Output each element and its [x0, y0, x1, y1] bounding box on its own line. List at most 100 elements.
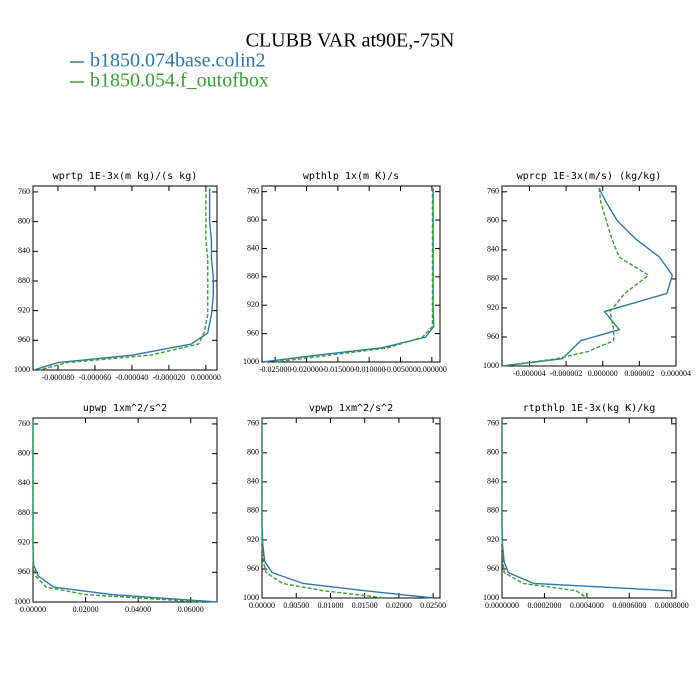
profile-line [501, 188, 650, 367]
y-tick-label: 880 [487, 274, 499, 283]
x-tick-label: 0.0000000 [485, 601, 519, 610]
y-tick-label: 840 [247, 477, 259, 486]
x-tick-label: -0.000002 [550, 369, 583, 378]
x-tick-label: 0.0004000 [570, 601, 604, 610]
y-tick-label: 920 [18, 305, 30, 314]
plot-frame [32, 185, 218, 371]
y-tick-label: 1000 [483, 593, 499, 602]
plot-frame [261, 185, 441, 363]
y-tick-label: 840 [487, 245, 499, 254]
y-tick-label: 880 [247, 506, 259, 515]
x-tick-label: 0.000000 [588, 369, 618, 378]
x-tick-label: -0.015000 [322, 365, 355, 374]
y-tick-label: 1000 [14, 597, 30, 606]
y-tick-label: 840 [247, 243, 259, 252]
panel-title: wprcp 1E-3x(m/s) (kg/kg) [517, 171, 662, 182]
y-tick-label: 880 [487, 506, 499, 515]
y-tick-label: 760 [18, 187, 30, 196]
y-tick-label: 840 [18, 478, 30, 487]
profile-line [261, 420, 434, 599]
y-tick-label: 800 [18, 448, 30, 457]
x-tick-label: 0.000000 [191, 373, 221, 382]
x-tick-label: 0.0006000 [612, 601, 646, 610]
y-tick-label: 760 [18, 419, 30, 428]
y-tick-label: 960 [487, 564, 499, 573]
y-tick-label: 800 [487, 216, 499, 225]
x-tick-label: -0.025000 [259, 365, 292, 374]
panel-title: vpwp 1xm^2/s^2 [309, 403, 393, 414]
x-tick-label: 0.02000 [73, 605, 99, 614]
y-tick-label: 960 [247, 328, 259, 337]
panel-title: rtpthlp 1E-3x(kg K)/kg [523, 403, 655, 414]
y-tick-label: 960 [487, 332, 499, 341]
y-tick-label: 800 [487, 448, 499, 457]
x-tick-label: -0.010000 [353, 365, 386, 374]
profile-line [501, 420, 673, 598]
x-tick-label: 0.04000 [125, 605, 151, 614]
figure-title: CLUBB VAR at90E,-75N [246, 30, 455, 52]
x-tick-label: 0.02500 [420, 601, 446, 610]
profile-line [275, 188, 434, 363]
y-tick-label: 760 [487, 187, 499, 196]
x-tick-label: -0.000020 [153, 373, 186, 382]
legend-label: b1850.074base.colin2 [90, 50, 266, 72]
y-tick-label: 840 [487, 477, 499, 486]
panel-title: upwp 1xm^2/s^2 [83, 403, 167, 414]
x-tick-label: 0.000000 [417, 365, 447, 374]
x-tick-label: -0.000004 [513, 369, 546, 378]
x-tick-label: 0.000004 [661, 369, 691, 378]
y-tick-label: 800 [247, 215, 259, 224]
x-tick-label: -0.000040 [116, 373, 149, 382]
plot-frame [501, 185, 677, 367]
profile-line [39, 188, 209, 371]
y-tick-label: 1000 [243, 357, 259, 366]
y-tick-label: 760 [487, 419, 499, 428]
y-tick-label: 1000 [483, 361, 499, 370]
y-tick-label: 920 [487, 535, 499, 544]
y-tick-label: 760 [247, 187, 259, 196]
y-tick-label: 800 [18, 216, 30, 225]
y-tick-label: 880 [18, 276, 30, 285]
x-tick-label: 0.02000 [386, 601, 412, 610]
y-tick-label: 960 [247, 564, 259, 573]
y-tick-label: 920 [247, 535, 259, 544]
x-tick-label: 0.0008000 [655, 601, 689, 610]
x-tick-label: 0.00000 [249, 601, 275, 610]
x-tick-label: -0.020000 [290, 365, 323, 374]
y-tick-label: 960 [18, 335, 30, 344]
x-tick-label: -0.000060 [79, 373, 112, 382]
plot-frame [32, 417, 218, 603]
x-tick-label: -0.000080 [42, 373, 75, 382]
x-tick-label: -0.005000 [384, 365, 417, 374]
y-tick-label: 760 [247, 419, 259, 428]
x-tick-label: 0.06000 [178, 605, 204, 614]
y-tick-label: 1000 [243, 593, 259, 602]
profile-line [262, 188, 435, 363]
y-tick-label: 920 [247, 300, 259, 309]
panel-title: wpthlp 1x(m K)/s [303, 171, 399, 182]
x-tick-label: 0.01000 [317, 601, 343, 610]
profile-line [32, 420, 218, 603]
y-tick-label: 1000 [14, 365, 30, 374]
plot-frame [501, 417, 677, 599]
profile-line [33, 188, 215, 371]
x-tick-label: 0.0002000 [527, 601, 561, 610]
x-tick-label: 0.000002 [624, 369, 654, 378]
panel-title: wprtp 1E-3x(m kg)/(s kg) [53, 171, 198, 182]
y-tick-label: 960 [18, 567, 30, 576]
legend-label: b1850.054.f_outofbox [90, 70, 269, 92]
y-tick-label: 880 [18, 508, 30, 517]
y-tick-label: 840 [18, 246, 30, 255]
profile-line [501, 420, 588, 599]
y-tick-label: 920 [18, 537, 30, 546]
y-tick-label: 880 [247, 272, 259, 281]
plot-frame [261, 417, 441, 599]
x-tick-label: 0.01500 [352, 601, 378, 610]
y-tick-label: 920 [487, 303, 499, 312]
y-tick-label: 800 [247, 448, 259, 457]
x-tick-label: 0.00500 [283, 601, 309, 610]
profile-line [501, 187, 674, 367]
profile-line [261, 420, 386, 599]
x-tick-label: 0.00000 [20, 605, 46, 614]
